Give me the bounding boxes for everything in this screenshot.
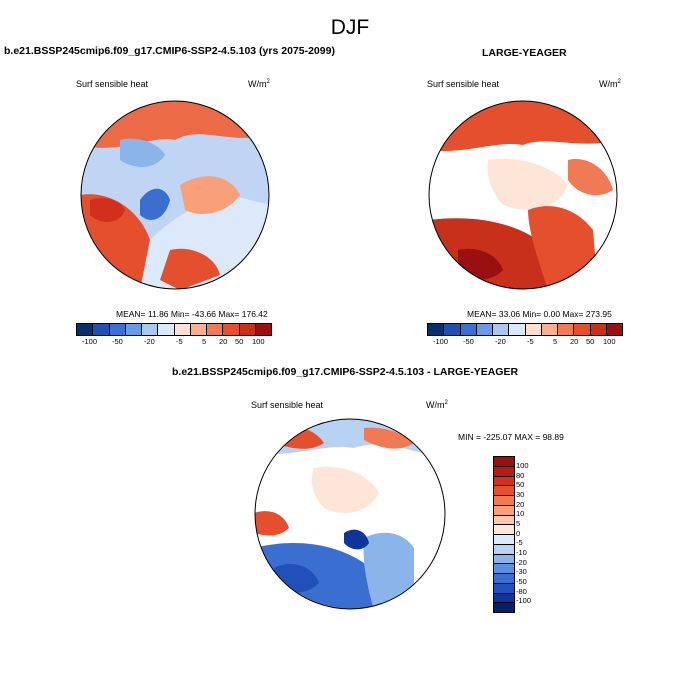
panel1-colorbar-box [239,324,256,335]
panel3-colorbar-box [494,525,514,535]
panel3-colorbar-box [494,564,514,574]
panel2-colorbar-label: -50 [463,337,474,346]
panel1-colorbar [76,323,272,336]
panel1-colorbar-label: 5 [202,337,207,346]
panel2-colorbar-box [476,324,493,335]
panel1-colorbar-label: 20 [219,337,228,346]
panel1-stats: MEAN= 11.86 Min= -43.66 Max= 176.42 [116,309,268,319]
panel3-colorbar-label: 100 [516,461,529,470]
panel1-colorbar-box [174,324,191,335]
panel1-variable-label: Surf sensible heat [76,79,149,89]
panel3-colorbar-box [494,466,514,477]
panel1-colorbar-box [190,324,207,335]
panel3-variable-label: Surf sensible heat [251,400,324,410]
panel3-colorbar-box [494,535,514,545]
panel3-colorbar-box [494,554,514,565]
panel1-colorbar-box [77,324,94,335]
panel2-stats: MEAN= 33.06 Min= 0.00 Max= 273.95 [467,309,612,319]
panel3-title: b.e21.BSSP245cmip6.f09_g17.CMIP6-SSP2-4.… [172,366,519,378]
panel3-colorbar-label: -20 [516,558,527,567]
panel2-colorbar-label: 50 [586,337,595,346]
panel3-colorbar-box [494,593,514,604]
panel3-colorbar-box [494,515,514,526]
panel2-colorbar-box [590,324,607,335]
panel2-colorbar-label: -5 [527,337,534,346]
panel3-units: W/m2 [426,400,448,410]
panel3-colorbar-box [494,457,514,467]
panel2-colorbar-box [428,324,445,335]
panel3-colorbar-labels: 100 80 50 30 20 10 5 0 -5 -10 -20 -30 -5… [515,456,545,616]
panel2-colorbar-label: -100 [433,337,449,346]
panel1-colorbar-label: 50 [235,337,244,346]
panel1-polar-map [80,100,270,290]
panel1-colorbar-box [255,324,271,335]
panel1-colorbar-box [109,324,126,335]
panel2-colorbar-labels: -100 -50 -20 -5 5 20 50 100 [427,337,621,347]
panel3-colorbar-label: -5 [516,538,523,547]
panel3-colorbar-box [494,583,514,594]
panel1-colorbar-box [93,324,110,335]
panel3-colorbar-box [494,486,514,496]
panel2-colorbar-box [493,324,510,335]
panel3-colorbar-label: -10 [516,548,527,557]
panel3-colorbar-box [494,496,514,506]
panel2-title: LARGE-YEAGER [482,47,567,59]
panel1-colorbar-box [223,324,240,335]
panel2-colorbar-box [460,324,477,335]
panel3-colorbar-box [494,544,514,555]
panel2-units: W/m2 [599,79,621,89]
panel3-colorbar-label: -50 [516,577,527,586]
panel1-colorbar-label: 100 [252,337,265,346]
panel1-title: b.e21.BSSP245cmip6.f09_g17.CMIP6-SSP2-4.… [4,45,335,57]
panel2-colorbar-box [541,324,558,335]
panel2-colorbar-label: 5 [553,337,558,346]
panel3-colorbar-label: 80 [516,471,525,480]
panel1-colorbar-box [207,324,224,335]
panel1-colorbar-labels: -100 -50 -20 -5 5 20 50 100 [76,337,270,347]
panel3-colorbar-label: 30 [516,490,525,499]
panel3-stats: MIN = -225.07 MAX = 98.89 [458,432,564,442]
panel3-colorbar-label: 50 [516,480,525,489]
panel3-colorbar-box [494,476,514,487]
panel1-units: W/m2 [248,79,270,89]
panel2-colorbar-label: -20 [495,337,506,346]
panel2-polar-map [428,100,618,290]
panel2-colorbar-box [444,324,461,335]
figure-title: DJF [330,16,370,39]
panel1-colorbar-label: -50 [112,337,123,346]
panel1-colorbar-box [142,324,159,335]
panel3-colorbar-box [494,574,514,584]
panel1-colorbar-box [158,324,175,335]
panel1-colorbar-label: -100 [82,337,98,346]
panel3-colorbar-label: -100 [516,596,532,605]
panel2-variable-label: Surf sensible heat [427,79,500,89]
panel1-colorbar-label: -20 [144,337,155,346]
panel3-polar-map [254,418,446,610]
panel1-colorbar-box [125,324,142,335]
panel3-colorbar-label: -80 [516,587,527,596]
panel2-colorbar-box [606,324,622,335]
panel3-colorbar-box [494,603,514,612]
panel1-colorbar-label: -5 [176,337,183,346]
panel2-colorbar [427,323,623,336]
panel3-colorbar-label: -30 [516,567,527,576]
panel3-colorbar-label: 10 [516,509,525,518]
panel3-colorbar-box [494,505,514,516]
panel3-colorbar-label: 5 [516,519,521,528]
panel2-colorbar-box [558,324,575,335]
panel2-colorbar-box [525,324,542,335]
panel2-colorbar-label: 20 [570,337,579,346]
panel2-colorbar-box [574,324,591,335]
panel3-colorbar [493,456,515,613]
panel2-colorbar-box [509,324,526,335]
panel3-colorbar-label: 0 [516,529,521,538]
panel3-colorbar-label: 20 [516,500,525,509]
panel2-colorbar-label: 100 [603,337,616,346]
